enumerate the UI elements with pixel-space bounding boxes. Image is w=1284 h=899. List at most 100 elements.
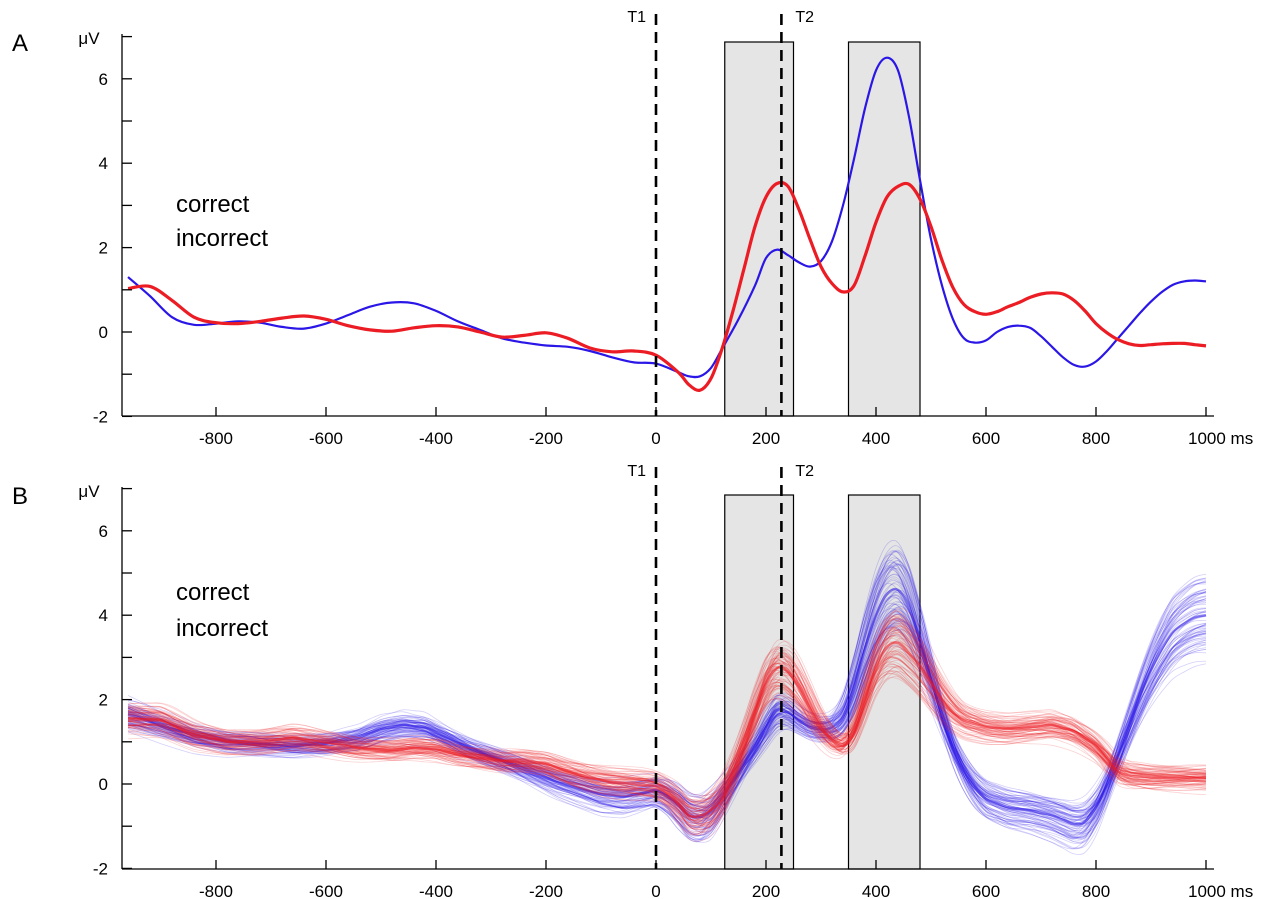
panel-b-trace-incorrect <box>127 666 1207 803</box>
panel-b-x-tick-label: -200 <box>529 882 563 899</box>
panel-b-trace-correct <box>127 610 1207 814</box>
panel-b-trace-correct <box>127 617 1207 820</box>
panel-a-series-correct <box>127 56 1207 379</box>
panel-b-x-tick-label: 0 <box>651 882 660 899</box>
panel-b-trace-incorrect <box>127 657 1207 801</box>
panel-a-chart: T1 T2 -2 0 2 4 6 μV -800 -600 -400 -200 0 200 400 600 80… <box>78 9 1253 448</box>
panel-b-trace-correct <box>127 645 1207 814</box>
panel-b-trace-correct <box>127 563 1207 833</box>
panel-b-trace-incorrect <box>127 650 1207 809</box>
panel-b-trace-correct <box>127 564 1207 836</box>
panel-a-x-tick-label: 800 <box>1082 429 1110 448</box>
panel-b-trace-correct <box>127 620 1207 813</box>
panel-b-trace-incorrect <box>127 622 1207 830</box>
panel-a-y-unit-label: μV <box>78 29 100 48</box>
panel-a-legend-incorrect: incorrect <box>176 225 268 252</box>
panel-b-x-tick-label: 400 <box>862 882 890 899</box>
panel-b-trace-correct <box>127 554 1207 850</box>
panel-b-center-incorrect <box>127 641 1206 819</box>
panel-b-trace-incorrect <box>127 652 1207 812</box>
panel-b-trace-correct <box>127 551 1207 843</box>
panel-b-trace-correct <box>127 629 1207 817</box>
panel-a-marker-label-t2: T2 <box>795 9 814 26</box>
panel-a-y-tick-label: 6 <box>99 70 108 89</box>
panel-b-trace-incorrect <box>127 638 1207 825</box>
panel-b-trace-incorrect <box>127 665 1207 821</box>
panel-b-trace-incorrect <box>127 645 1207 815</box>
panel-b-trace-correct <box>127 619 1207 814</box>
panel-b-x-tick-label: -400 <box>419 882 453 899</box>
panel-a-x-tick-label: 1000 ms <box>1188 429 1253 448</box>
panel-b-trace-correct <box>127 583 1207 823</box>
panel-b-trace-incorrect <box>127 677 1207 806</box>
panel-b-trace-incorrect <box>127 642 1207 808</box>
panel-b-trace-correct <box>127 618 1207 821</box>
panel-a-legend-correct: correct <box>176 191 250 218</box>
panel-b-center-correct <box>127 587 1207 826</box>
panel-b-trace-correct <box>127 617 1207 822</box>
panel-b-trace-incorrect <box>127 656 1207 815</box>
panel-a-y-tick-label: 2 <box>99 239 108 258</box>
panel-b-y-tick-label: 6 <box>99 522 108 541</box>
panel-b-trace-correct <box>127 550 1207 838</box>
panel-b-trace-incorrect <box>127 629 1207 836</box>
panel-b-trace-correct <box>127 627 1207 801</box>
panel-b-trace-incorrect <box>127 648 1207 811</box>
panel-b-trace-incorrect <box>127 622 1207 830</box>
panel-a-marker-label-t1: T1 <box>627 9 646 26</box>
panel-b-trace-correct <box>127 621 1207 814</box>
panel-b-trace-incorrect <box>127 659 1207 811</box>
panel-b-trace-incorrect <box>127 673 1207 810</box>
panel-b-trace-incorrect <box>127 642 1207 813</box>
panel-b-trace-correct <box>127 560 1207 840</box>
panel-b-trace-incorrect <box>127 670 1207 809</box>
panel-b-trace-incorrect <box>127 627 1207 833</box>
panel-b-trace-correct <box>127 539 1207 837</box>
panel-b-y-unit-label: μV <box>78 482 100 501</box>
panel-b-x-tick-label: 200 <box>752 882 780 899</box>
panel-b-trace-incorrect <box>127 654 1207 804</box>
panel-b-x-tick-label: -800 <box>199 882 233 899</box>
panel-b-trace-incorrect <box>127 676 1207 817</box>
panel-a-y-tick-label: 4 <box>99 154 108 173</box>
panel-b-legend-correct: correct <box>176 579 250 606</box>
panel-b-trace-correct <box>127 550 1207 850</box>
panel-b-x-tick-label: 600 <box>972 882 1000 899</box>
panel-b-trace-correct <box>127 557 1207 838</box>
panel-a-x-tick-label: -200 <box>529 429 563 448</box>
panel-b-trace-incorrect <box>127 616 1207 817</box>
panel-b-trace-incorrect <box>127 630 1207 824</box>
panel-b-trace-incorrect <box>127 641 1207 824</box>
panel-b-y-tick-label: 0 <box>99 775 108 794</box>
panel-b-trace-incorrect <box>127 666 1207 796</box>
panel-b-window-2 <box>847 494 921 870</box>
panel-b-trace-incorrect <box>127 618 1207 828</box>
panel-b-trace-correct <box>127 595 1207 818</box>
panel-b-traces-incorrect <box>127 607 1207 842</box>
panel-b-trace-incorrect <box>127 646 1207 809</box>
panel-a-x-tick-label: -800 <box>199 429 233 448</box>
panel-b-trace-correct <box>127 590 1207 818</box>
panel-b-trace-incorrect <box>127 665 1207 815</box>
panel-b-trace-correct <box>127 576 1207 824</box>
panel-b-legend-incorrect: incorrect <box>176 615 268 642</box>
panel-a-x-tick-label: -400 <box>419 429 453 448</box>
panel-b-trace-correct <box>127 563 1207 844</box>
panel-b-trace-incorrect <box>127 656 1207 804</box>
panel-b-traces-correct <box>127 539 1207 855</box>
panel-b-trace-correct <box>127 549 1207 855</box>
panel-a-series-incorrect <box>127 180 1207 392</box>
panel-b-trace-incorrect <box>127 661 1207 798</box>
panel-b-trace-correct <box>127 574 1207 829</box>
panel-b-marker-label-t1: T1 <box>627 463 646 480</box>
panel-b-trace-incorrect <box>127 615 1207 830</box>
panel-b-trace-correct <box>127 559 1207 843</box>
panel-b-trace-incorrect <box>127 619 1207 826</box>
panel-b-trace-correct <box>127 591 1207 812</box>
panel-b-trace-incorrect <box>127 669 1207 812</box>
panel-a-window-1 <box>724 41 795 417</box>
panel-b-trace-incorrect <box>127 619 1207 821</box>
panel-a-x-tick-label: 600 <box>972 429 1000 448</box>
panel-b-trace-incorrect <box>127 629 1207 824</box>
